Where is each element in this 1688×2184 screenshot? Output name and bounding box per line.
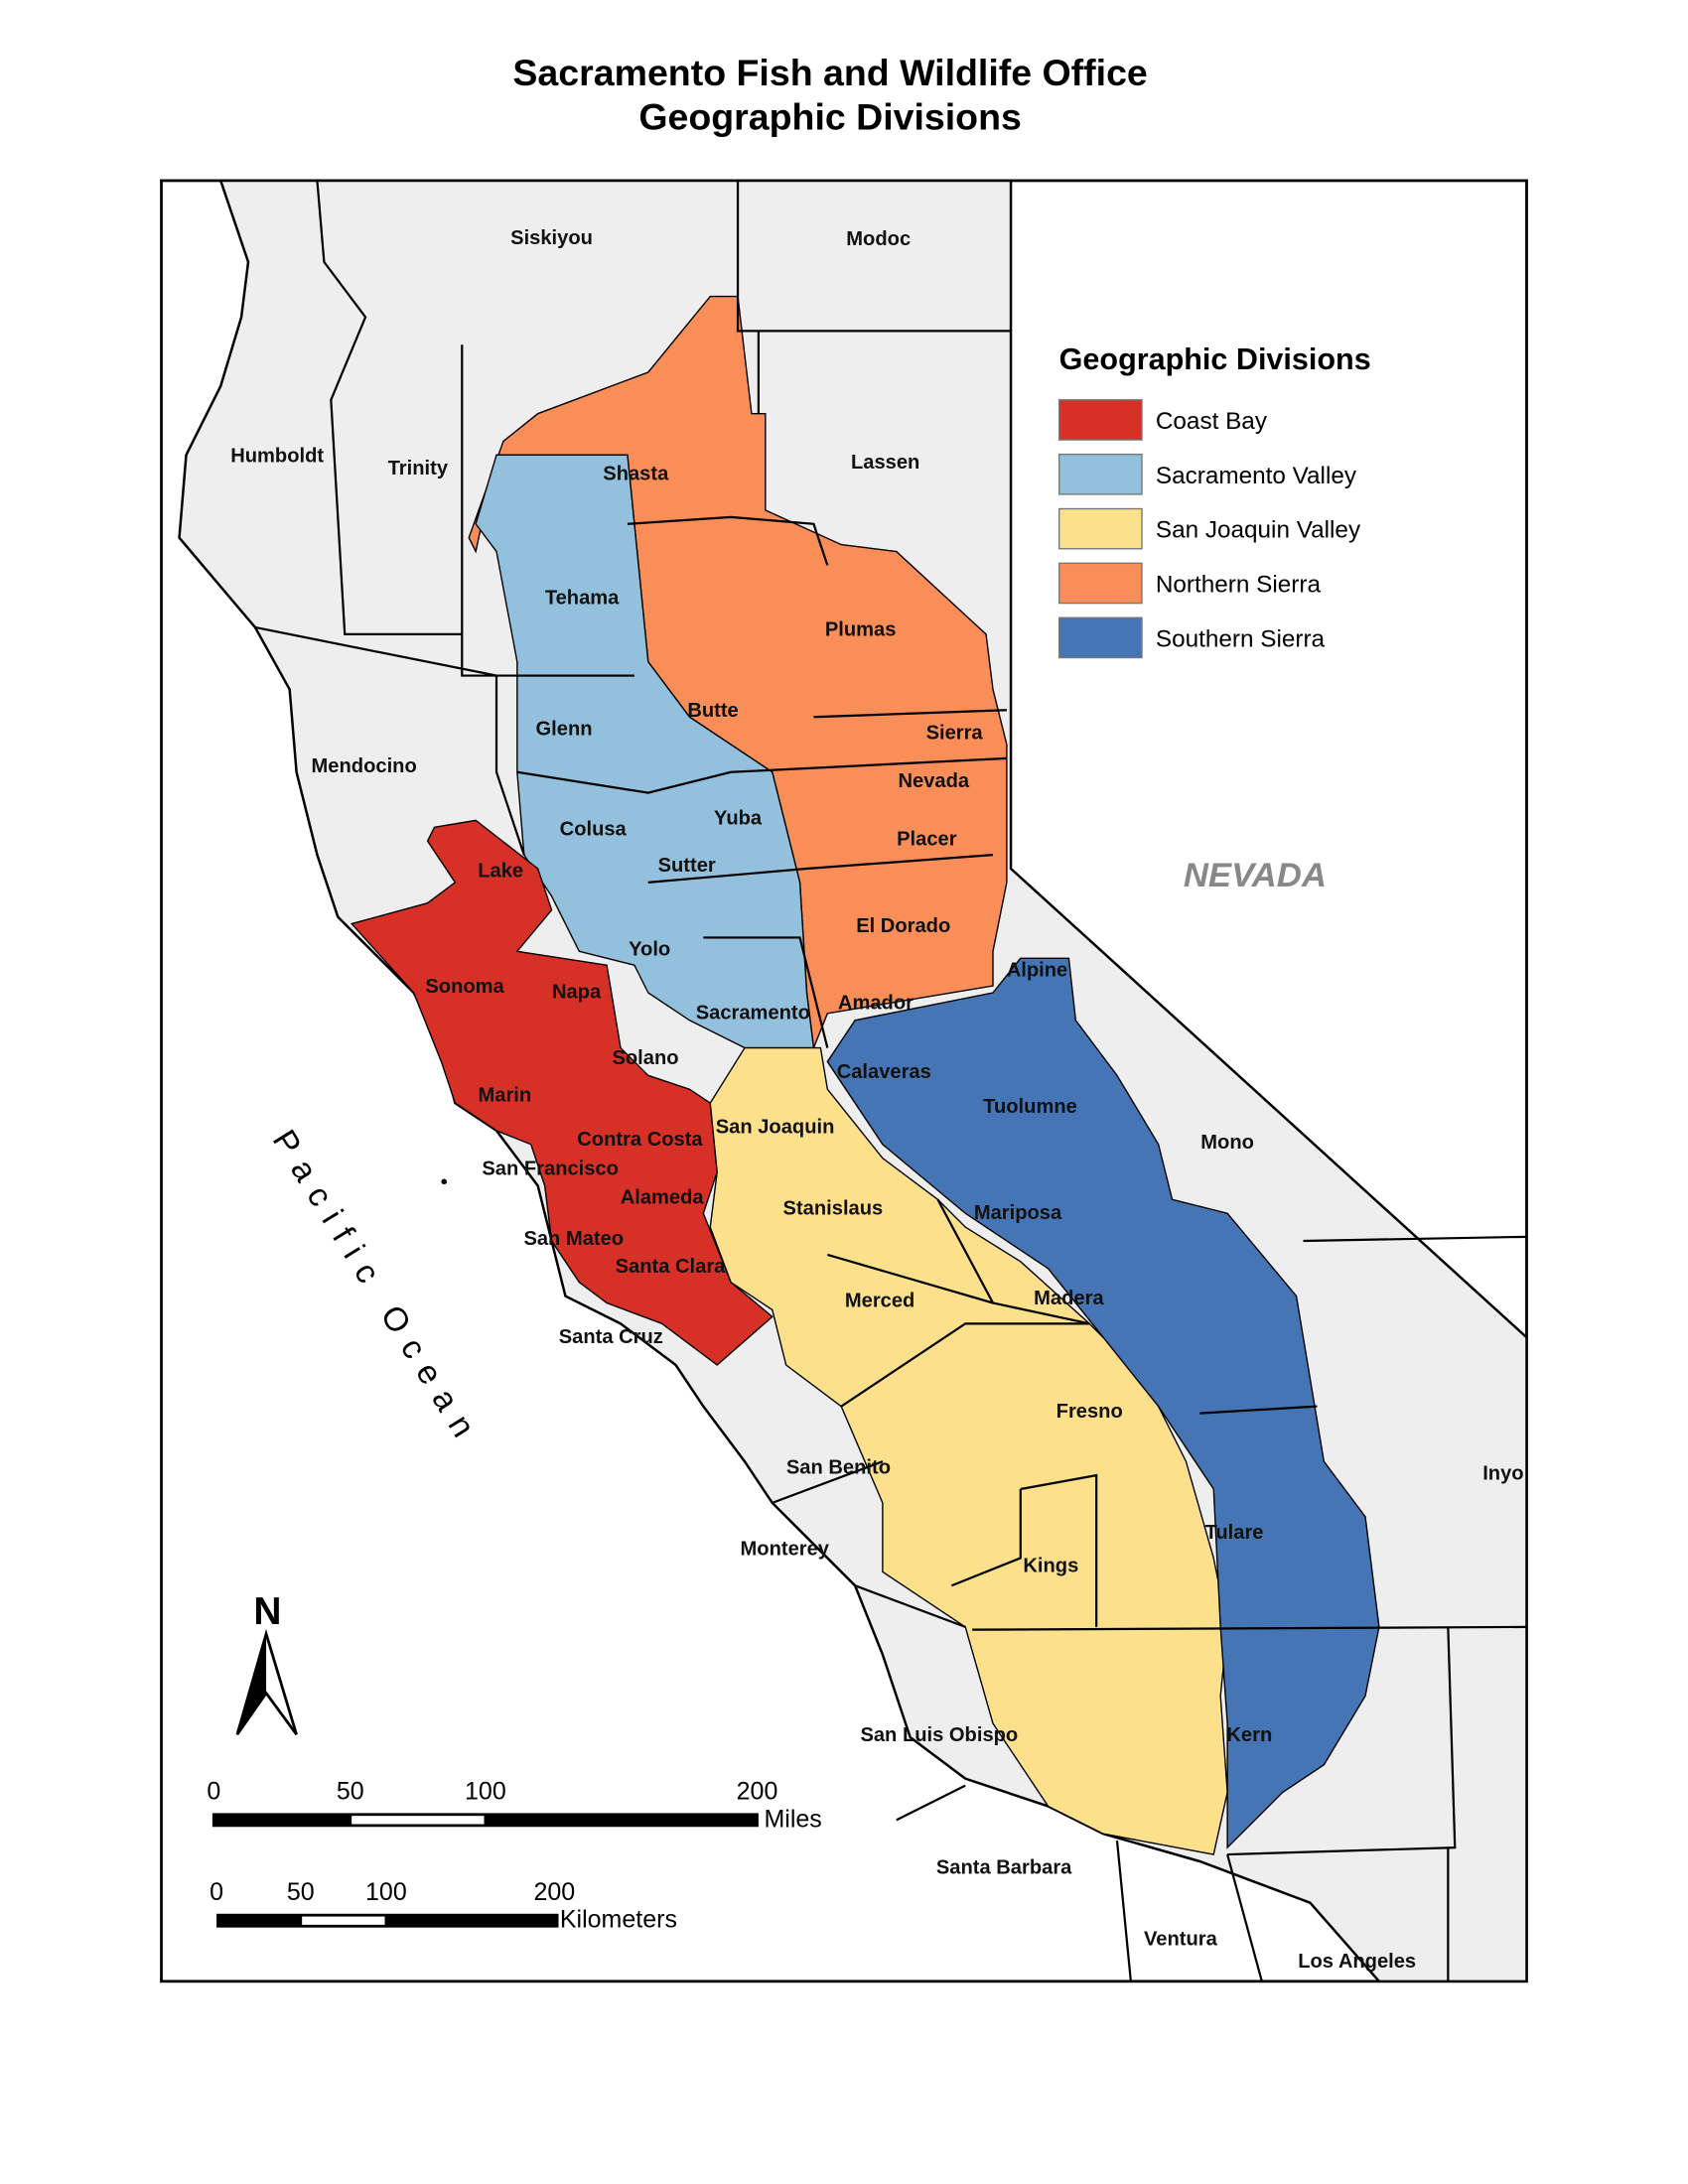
county-label: Napa <box>552 982 602 1004</box>
county-label: Butte <box>687 700 738 722</box>
region-sacramento-valley <box>475 454 815 1049</box>
legend-label: Northern Sierra <box>1156 572 1322 599</box>
county-label: Glenn <box>536 718 593 740</box>
county-label: Santa Cruz <box>559 1326 663 1348</box>
county-label: Fresno <box>1056 1401 1123 1423</box>
legend-swatch <box>1057 507 1143 550</box>
county-label: Yuba <box>714 808 763 830</box>
county-labels: Siskiyou Modoc Humboldt Trinity Shasta Lassen… <box>230 227 1523 1973</box>
county-label: Mendocino <box>312 755 417 777</box>
county-label: Mariposa <box>974 1202 1062 1224</box>
scale-tick: 0 <box>210 1878 223 1906</box>
legend-label: Coast Bay <box>1156 408 1268 435</box>
scale-unit: Kilometers <box>560 1906 677 1934</box>
county-label: San Benito <box>786 1457 891 1479</box>
county-label: Humboldt <box>230 445 324 467</box>
county-label: San Francisco <box>482 1158 619 1179</box>
county-label: Plumas <box>825 618 897 640</box>
county-borders <box>254 180 1527 1981</box>
scale-tick: 100 <box>465 1777 506 1805</box>
county-label: Monterey <box>741 1539 830 1561</box>
county-label: Ventura <box>1144 1929 1218 1951</box>
scale-tick: 50 <box>287 1878 315 1906</box>
county-label: Siskiyou <box>510 227 593 249</box>
region-coast-bay <box>350 819 774 1366</box>
region-san-joaquin-valley <box>709 1046 1228 1855</box>
legend-label: San Joaquin Valley <box>1156 517 1361 544</box>
region-southern-sierra <box>826 957 1380 1849</box>
county-label: Merced <box>845 1291 914 1312</box>
legend-swatch <box>1057 399 1143 441</box>
county-label: Calaveras <box>837 1061 931 1083</box>
scale-tick: 0 <box>207 1777 220 1805</box>
county-label: Stanislaus <box>783 1198 884 1220</box>
county-label: Los Angeles <box>1298 1951 1416 1973</box>
north-arrow-label: N <box>253 1590 281 1633</box>
county-label: San Luis Obispo <box>860 1724 1018 1746</box>
county-label: Lassen <box>851 452 919 474</box>
county-label: Sonoma <box>425 976 504 998</box>
nevada-label: NEVADA <box>1184 857 1327 894</box>
legend-swatch <box>1057 453 1143 495</box>
county-label: Placer <box>897 828 957 850</box>
county-label: Yolo <box>629 939 670 961</box>
county-label: El Dorado <box>856 915 950 937</box>
scale-tick: 100 <box>365 1878 407 1906</box>
scale-tick: 200 <box>737 1777 778 1805</box>
legend-label: Sacramento Valley <box>1156 463 1357 489</box>
legend-swatch <box>1057 616 1143 659</box>
county-label: Alpine <box>1007 959 1068 981</box>
county-label: Lake <box>478 860 523 882</box>
county-label: Modoc <box>846 228 911 250</box>
county-label: Shasta <box>603 463 669 484</box>
county-label: Contra Costa <box>577 1129 703 1151</box>
county-label: Tehama <box>545 587 620 609</box>
county-label: San Joaquin <box>716 1117 835 1139</box>
county-label: Marin <box>478 1085 531 1107</box>
scale-bar-miles: 0 50 100 200 Miles <box>207 1777 821 1833</box>
county-label: Alameda <box>621 1187 705 1209</box>
county-label: Colusa <box>560 819 628 841</box>
county-label: Sierra <box>926 722 984 744</box>
legend-title: Geographic Divisions <box>1059 342 1371 376</box>
scale-bar-km: 0 50 100 200 Kilometers <box>210 1878 677 1934</box>
county-label: Tuolumne <box>983 1096 1077 1118</box>
map-title-line2: Geographic Divisions <box>638 96 1022 138</box>
scale-tick: 200 <box>533 1878 575 1906</box>
county-label: Kern <box>1226 1724 1272 1746</box>
county-label: Santa Barbara <box>936 1857 1072 1879</box>
county-label: Tulare <box>1205 1522 1264 1544</box>
county-label: San Mateo <box>523 1228 624 1250</box>
county-label: Nevada <box>898 770 969 792</box>
legend-swatch <box>1057 562 1143 605</box>
legend: Geographic Divisions Coast Bay Sacramento… <box>1057 342 1371 659</box>
county-label: Trinity <box>388 458 449 479</box>
county-label: Solano <box>612 1047 678 1069</box>
map-title-line1: Sacramento Fish and Wildlife Office <box>512 52 1147 93</box>
farallon-islands <box>441 1178 447 1185</box>
county-label: Madera <box>1034 1288 1104 1309</box>
county-label: Mono <box>1200 1132 1254 1154</box>
scale-unit: Miles <box>764 1805 821 1833</box>
north-arrow: N <box>235 1590 298 1736</box>
county-label: Kings <box>1023 1555 1078 1576</box>
scale-tick: 50 <box>337 1777 364 1805</box>
legend-label: Southern Sierra <box>1156 625 1326 652</box>
county-label: Santa Clara <box>616 1256 727 1278</box>
county-label: Sacramento <box>696 1002 810 1024</box>
county-label: Sutter <box>658 855 716 877</box>
county-label: Inyo <box>1482 1462 1523 1484</box>
county-label: Amador <box>838 993 914 1015</box>
